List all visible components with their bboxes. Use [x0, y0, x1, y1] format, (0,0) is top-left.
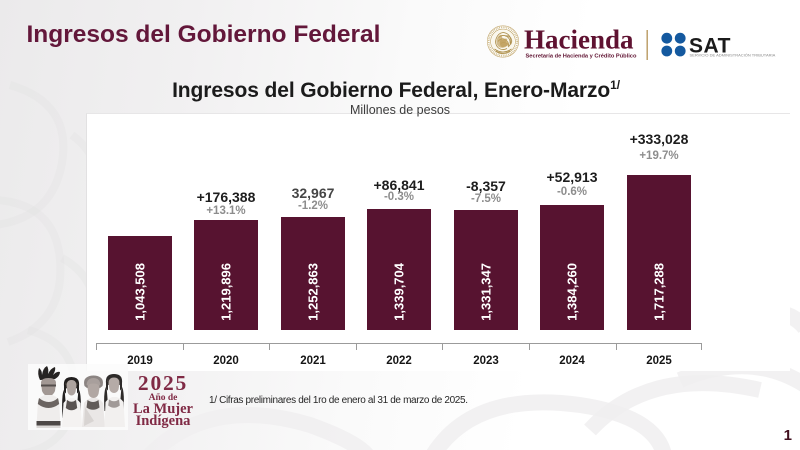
svg-text:SAT: SAT — [689, 35, 731, 58]
svg-text:Secretaría de Hacienda y Crédi: Secretaría de Hacienda y Crédito Público — [526, 54, 637, 60]
svg-text:Hacienda: Hacienda — [524, 25, 634, 55]
svg-text:SERVICIO DE ADMINISTRACIÓN TRI: SERVICIO DE ADMINISTRACIÓN TRIBUTARIA — [690, 53, 776, 58]
